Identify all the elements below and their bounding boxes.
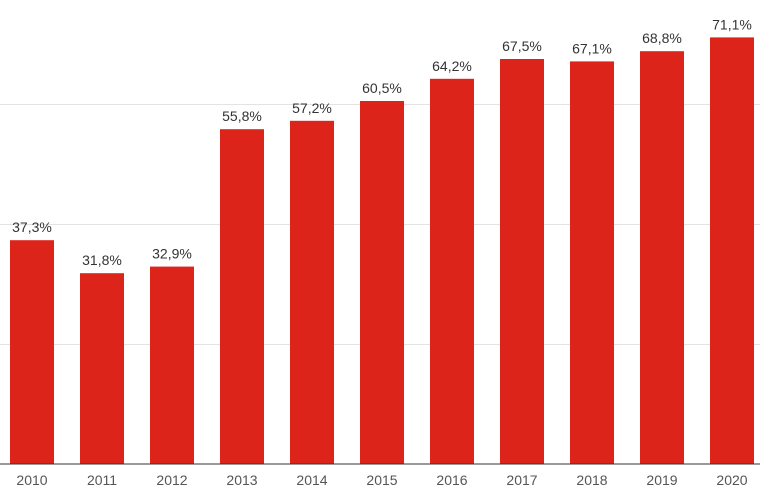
bar-2012 (150, 266, 194, 464)
bar-2011 (80, 273, 124, 464)
data-label-2017: 67,5% (502, 38, 542, 54)
bar-2010 (10, 240, 54, 464)
bars (10, 37, 754, 465)
x-tick-label-2011: 2011 (87, 472, 117, 488)
x-tick-label-2013: 2013 (226, 472, 257, 488)
x-tick-label-2020: 2020 (716, 472, 747, 488)
x-tick-label-2019: 2019 (646, 472, 677, 488)
bar-2014 (290, 120, 334, 465)
data-labels: 37,3% 31,8% 32,9% 55,8% 57,2% 60,5% 64,2% 67,5%… (12, 16, 752, 268)
x-tick-label-2016: 2016 (436, 472, 467, 488)
data-label-2018: 67,1% (572, 40, 612, 56)
data-label-2012: 32,9% (152, 246, 192, 262)
bar-2017 (500, 59, 544, 464)
data-label-2016: 64,2% (432, 58, 472, 74)
data-label-2019: 68,8% (642, 30, 682, 46)
x-tick-label-2017: 2017 (506, 472, 537, 488)
data-label-2010: 37,3% (12, 219, 52, 235)
x-axis-ticks: 2010 2011 2012 2013 2014 2015 2016 2017 2018 2019… (16, 472, 747, 488)
x-tick-label-2015: 2015 (366, 472, 397, 488)
bar-2013 (220, 129, 264, 464)
bar-2018 (570, 61, 614, 465)
bar-2019 (640, 51, 684, 464)
data-label-2011: 31,8% (82, 252, 122, 268)
bar-2016 (430, 78, 474, 465)
x-tick-label-2014: 2014 (296, 472, 327, 488)
bar-2015 (360, 101, 404, 464)
data-label-2014: 57,2% (292, 100, 332, 116)
data-label-2013: 55,8% (222, 108, 262, 124)
data-label-2015: 60,5% (362, 80, 402, 96)
bar-2020 (710, 37, 754, 465)
x-tick-label-2018: 2018 (576, 472, 607, 488)
x-tick-label-2010: 2010 (16, 472, 47, 488)
x-tick-label-2012: 2012 (156, 472, 187, 488)
data-label-2020: 71,1% (712, 16, 752, 32)
